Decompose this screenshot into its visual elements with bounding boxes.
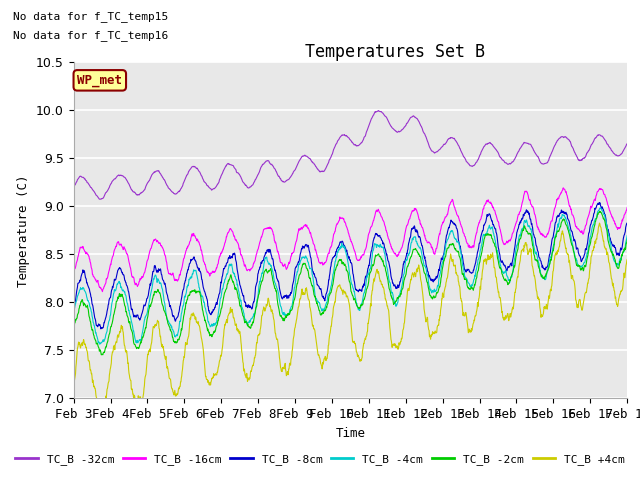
Legend: TC_B -32cm, TC_B -16cm, TC_B -8cm, TC_B -4cm, TC_B -2cm, TC_B +4cm: TC_B -32cm, TC_B -16cm, TC_B -8cm, TC_B … bbox=[11, 450, 629, 469]
Text: No data for f_TC_temp16: No data for f_TC_temp16 bbox=[13, 30, 168, 41]
Text: No data for f_TC_temp15: No data for f_TC_temp15 bbox=[13, 11, 168, 22]
X-axis label: Time: Time bbox=[335, 427, 365, 440]
Y-axis label: Temperature (C): Temperature (C) bbox=[17, 174, 31, 287]
Text: WP_met: WP_met bbox=[77, 74, 122, 87]
Title: Temperatures Set B: Temperatures Set B bbox=[305, 43, 484, 61]
